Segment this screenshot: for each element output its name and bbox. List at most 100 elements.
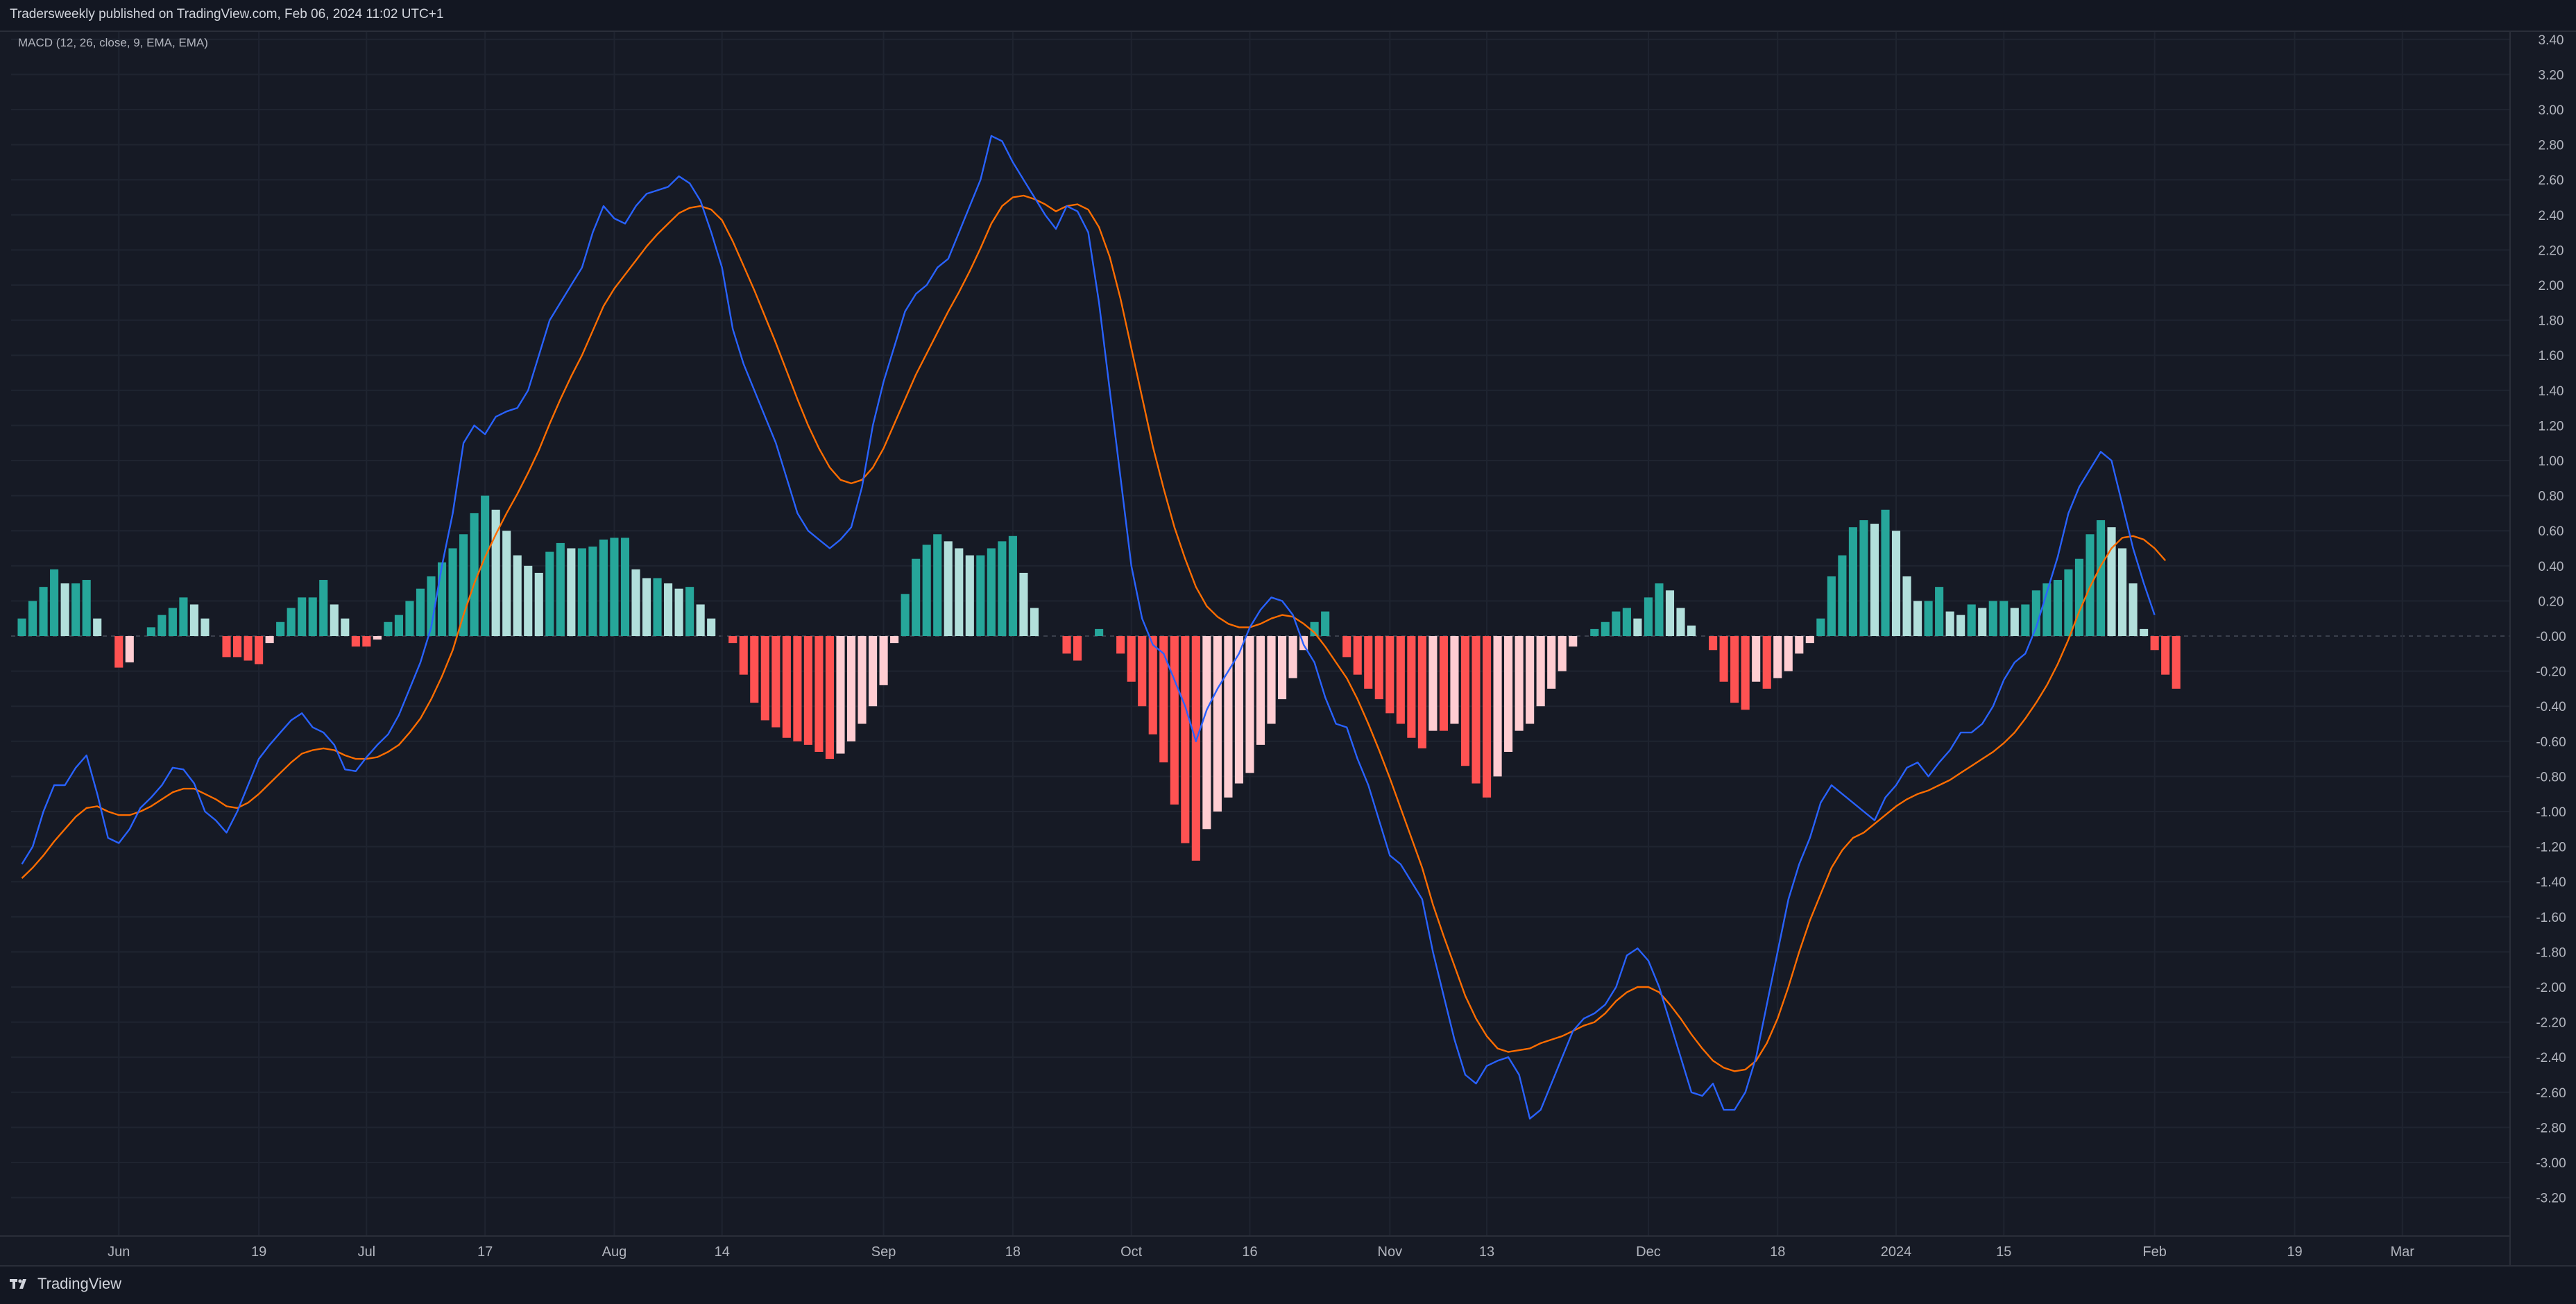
histogram-bar	[2021, 604, 2030, 636]
histogram-bar	[232, 636, 242, 658]
histogram-bar	[1891, 531, 1901, 636]
y-tick-label: 3.00	[2539, 103, 2564, 118]
histogram-bar	[1902, 576, 1911, 636]
histogram-bar	[1353, 636, 1362, 675]
histogram-bar	[588, 546, 597, 636]
histogram-bar	[1676, 608, 1685, 636]
histogram-bar	[513, 555, 522, 636]
histogram-bar	[1073, 636, 1082, 661]
histogram-bar	[2031, 590, 2040, 636]
histogram-bar	[2096, 520, 2106, 636]
time-axis[interactable]: Jun 19 Jul 17 Aug 14 Sep 18 Oct 16 Nov 13 Dec 18 2024 1…	[0, 1235, 2510, 1260]
x-tick-label: 18	[1005, 1244, 1021, 1260]
histogram-bar	[901, 594, 910, 636]
publish-info: Tradersweekly published on TradingView.c…	[10, 7, 444, 22]
histogram-bar	[1504, 636, 1513, 752]
histogram-bar	[201, 618, 210, 636]
chart-area[interactable]: 3.40 3.20 3.00 2.80 2.60 2.40 2.20 2.00 1.80 1.60…	[0, 32, 2576, 1265]
x-tick-label: 13	[1479, 1244, 1494, 1260]
histogram-bar	[1848, 527, 1857, 636]
histogram-bar	[319, 580, 328, 636]
y-tick-label: -2.20	[2536, 1016, 2566, 1031]
histogram-bar	[114, 636, 123, 668]
histogram-bar	[1116, 636, 1125, 654]
histogram-bar	[2161, 636, 2170, 675]
histogram-bar	[1913, 601, 1922, 636]
grid-lines	[11, 32, 2510, 1236]
histogram-bar	[1170, 636, 1179, 805]
tradingview-logo[interactable]: TradingView	[10, 1275, 121, 1293]
histogram-bar	[1730, 636, 1739, 703]
tradingview-logo-icon	[10, 1279, 26, 1289]
y-tick-label: 0.80	[2539, 490, 2564, 504]
price-axis[interactable]: 3.40 3.20 3.00 2.80 2.60 2.40 2.20 2.00 1.80 1.60…	[2509, 32, 2566, 1265]
histogram-bar	[222, 636, 231, 658]
histogram-bar	[93, 618, 102, 636]
histogram-bar	[17, 618, 26, 636]
histogram-bar	[696, 604, 705, 636]
histogram-bar	[82, 580, 91, 636]
histogram-bar	[71, 583, 80, 636]
macd-chart[interactable]: 3.40 3.20 3.00 2.80 2.60 2.40 2.20 2.00 1.80 1.60…	[0, 32, 2576, 1265]
x-tick-label: Dec	[1636, 1244, 1661, 1260]
histogram-bar	[674, 588, 683, 636]
histogram-bar	[803, 636, 812, 745]
histogram-bar	[1342, 636, 1351, 658]
histogram-bar	[1859, 520, 1868, 636]
histogram-bar	[1407, 636, 1416, 738]
histogram-bar	[1482, 636, 1492, 798]
histogram-bar	[707, 618, 716, 636]
histogram-bar	[534, 572, 543, 636]
histogram-bar	[470, 513, 479, 636]
histogram-bar	[1396, 636, 1405, 724]
histogram-bar	[567, 548, 576, 636]
y-tick-label: -1.40	[2536, 875, 2566, 890]
histogram-bar	[1978, 608, 1987, 636]
histogram-bar	[1321, 611, 1330, 636]
x-tick-label: Mar	[2391, 1244, 2415, 1260]
histogram-bar	[556, 542, 565, 636]
histogram-bar	[858, 636, 867, 724]
histogram-bar	[922, 544, 931, 636]
histogram-bar	[287, 608, 296, 636]
histogram-bar	[599, 539, 608, 636]
histogram-bar	[1138, 636, 1147, 707]
histogram-bar	[1439, 636, 1448, 731]
histogram-bar	[265, 636, 274, 644]
x-tick-label: Aug	[602, 1244, 627, 1260]
indicator-lines	[21, 135, 2167, 1120]
histogram-bar	[1558, 636, 1567, 671]
histogram-bar	[276, 621, 285, 636]
y-tick-label: 3.40	[2539, 33, 2564, 48]
y-tick-label: -1.60	[2536, 911, 2566, 925]
histogram-bar	[1633, 618, 1642, 636]
histogram-bar	[189, 604, 198, 636]
y-tick-label: 2.20	[2539, 243, 2564, 258]
histogram-bar	[955, 548, 964, 636]
histogram-bar	[2118, 548, 2127, 636]
histogram-bar	[1644, 597, 1653, 636]
histogram-bar	[1967, 604, 1976, 636]
histogram-bar	[308, 597, 317, 636]
histogram-bar	[1924, 601, 1933, 636]
histogram-bar	[976, 555, 985, 636]
y-tick-label: 1.00	[2539, 454, 2564, 469]
histogram-bar	[244, 636, 253, 661]
indicator-legend[interactable]: MACD (12, 26, close, 9, EMA, EMA)	[18, 36, 208, 49]
tradingview-brand: TradingView	[37, 1275, 122, 1292]
histogram-bar	[1999, 601, 2008, 636]
histogram-bar	[1374, 636, 1383, 700]
histogram-bar	[2150, 636, 2159, 651]
histogram-bar	[146, 627, 155, 636]
histogram-bar	[879, 636, 888, 685]
y-tick-label: 2.60	[2539, 173, 2564, 188]
histogram-bar	[1267, 636, 1276, 724]
histogram-bar	[2053, 580, 2062, 636]
histogram-bar	[912, 558, 921, 636]
histogram-bar	[416, 588, 425, 636]
histogram-bar	[1709, 636, 1718, 651]
histogram-bar	[1838, 555, 1847, 636]
y-tick-label: 0.60	[2539, 524, 2564, 539]
histogram-bar	[351, 636, 360, 647]
histogram-bar	[1515, 636, 1524, 731]
